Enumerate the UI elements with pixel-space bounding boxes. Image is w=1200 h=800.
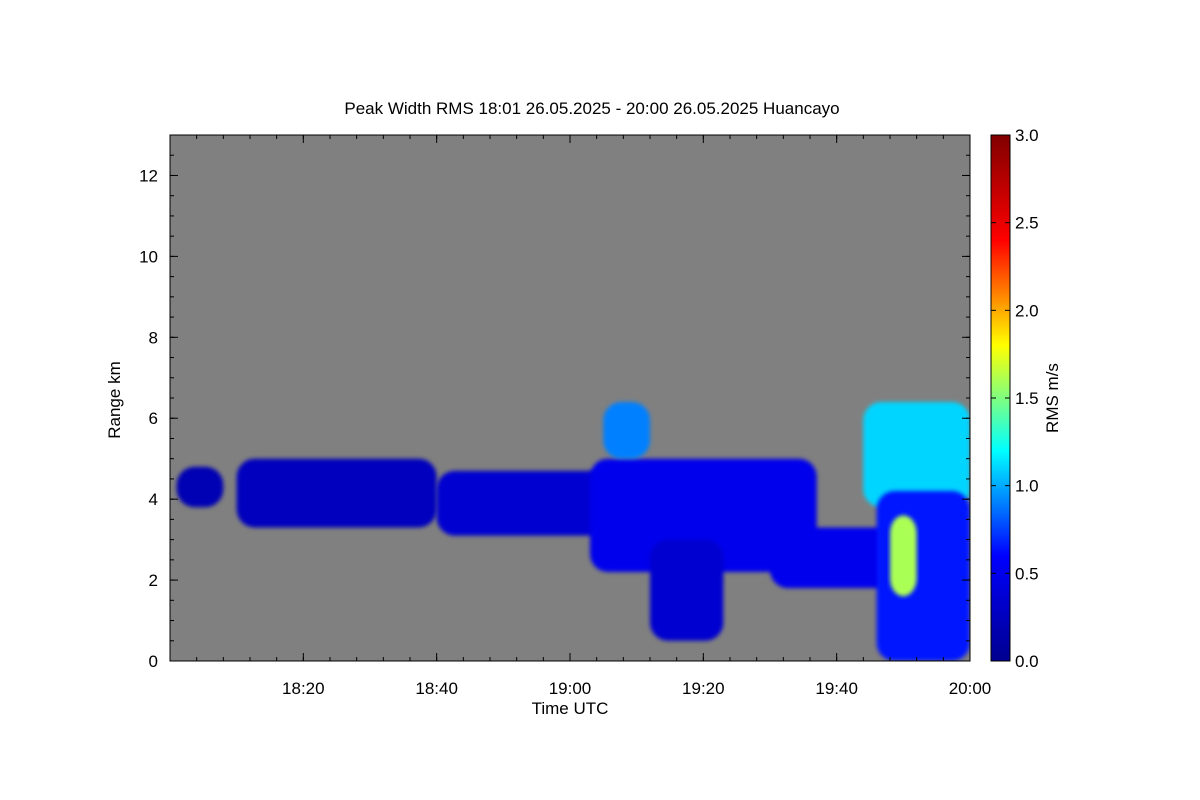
y-axis-label: Range km — [105, 361, 124, 438]
echo-region — [176, 466, 224, 508]
echo-region — [236, 458, 437, 528]
y-axis-ticks: 0 2 4 6 8 10 12 — [139, 134, 970, 671]
y-tick-label: 6 — [149, 409, 158, 428]
y-tick-label: 12 — [139, 166, 158, 185]
x-tick-label: 18:40 — [415, 679, 458, 698]
x-tick-label: 19:20 — [682, 679, 725, 698]
x-tick-label: 20:00 — [949, 679, 992, 698]
chart-title: Peak Width RMS 18:01 26.05.2025 - 20:00 … — [344, 99, 839, 118]
y-tick-label: 4 — [149, 490, 158, 509]
x-tick-label: 18:20 — [282, 679, 325, 698]
echo-region — [863, 402, 970, 508]
colorbar-tick-label: 2.0 — [1015, 301, 1039, 320]
colorbar-label: RMS m/s — [1043, 363, 1062, 433]
y-tick-label: 0 — [149, 652, 158, 671]
colorbar-tick-label: 3.0 — [1015, 126, 1039, 145]
colorbar-tick-label: 1.5 — [1015, 389, 1039, 408]
echo-region — [650, 539, 724, 641]
echo-region — [603, 402, 650, 459]
echo-region — [590, 458, 817, 572]
echo-region — [890, 515, 917, 597]
colorbar-tick-label: 0.0 — [1015, 652, 1039, 671]
y-tick-label: 10 — [139, 247, 158, 266]
echo-layer — [176, 402, 970, 661]
y-tick-label: 8 — [149, 328, 158, 347]
y-tick-label: 2 — [149, 571, 158, 590]
x-tick-label: 19:00 — [549, 679, 592, 698]
echo-region — [436, 470, 610, 536]
x-axis-label: Time UTC — [532, 699, 609, 718]
colorbar-ticks: 0.0 0.5 1.0 1.5 2.0 2.5 3.0 — [991, 126, 1039, 671]
colorbar-tick-label: 1.0 — [1015, 477, 1039, 496]
colorbar-tick-label: 2.5 — [1015, 214, 1039, 233]
x-tick-label: 19:40 — [815, 679, 858, 698]
x-axis-ticks: 18:20 18:40 19:00 19:20 19:40 20:00 — [169, 135, 992, 698]
colorbar-tick-label: 0.5 — [1015, 564, 1039, 583]
